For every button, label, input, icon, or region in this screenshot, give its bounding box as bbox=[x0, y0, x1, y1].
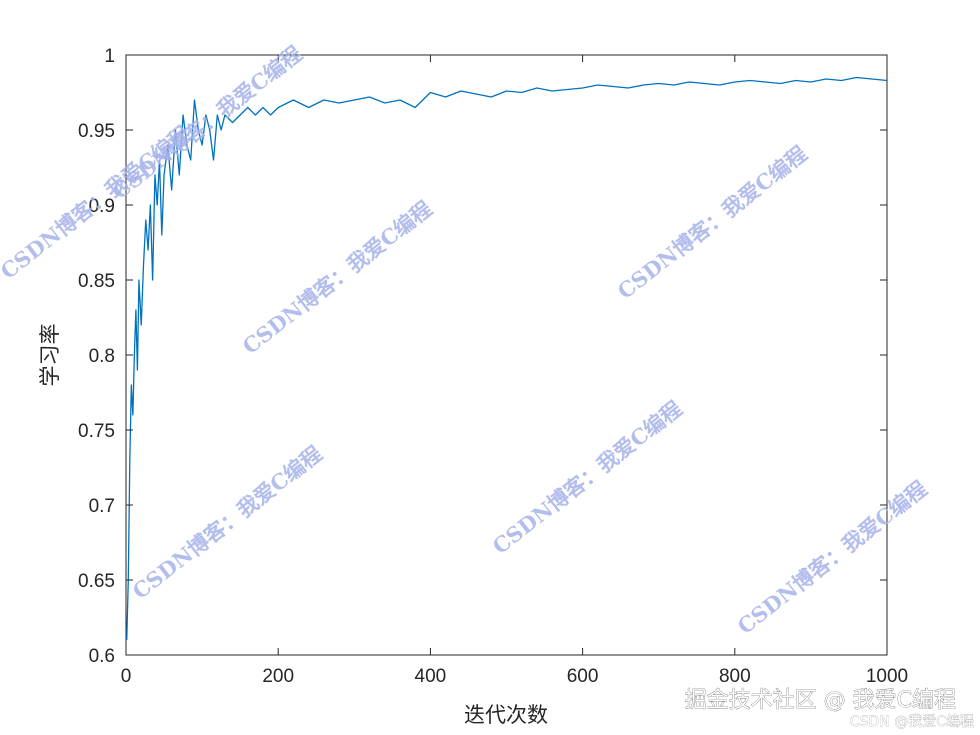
y-tick-label: 1 bbox=[104, 46, 115, 67]
x-tick-label: 800 bbox=[719, 666, 751, 687]
y-tick-label: 0.75 bbox=[78, 421, 115, 442]
y-tick-label: 0.7 bbox=[89, 496, 115, 517]
y-tick-label: 0.8 bbox=[89, 346, 115, 367]
y-tick-label: 0.85 bbox=[78, 271, 115, 292]
y-tick-label: 0.95 bbox=[78, 121, 115, 142]
x-tick-label: 200 bbox=[262, 666, 294, 687]
axis-ticks: 0 200 400 600 800 1000 0.6 0.65 0.7 0.75 0.8 0.85 0.… bbox=[78, 46, 908, 687]
y-tick-label: 0.6 bbox=[89, 646, 115, 667]
x-tick-label: 400 bbox=[415, 666, 447, 687]
footer-sub-watermark: CSDN @我爱C编程 bbox=[850, 714, 974, 730]
x-tick-label: 1000 bbox=[866, 666, 908, 687]
y-axis-title: 学习率 bbox=[38, 324, 62, 387]
footer-watermark: 掘金技术社区 @ 我爱C编程 bbox=[685, 688, 956, 713]
x-tick-label: 600 bbox=[567, 666, 599, 687]
x-axis-title: 迭代次数 bbox=[464, 703, 548, 727]
x-tick-label: 0 bbox=[121, 666, 132, 687]
y-tick-label: 0.9 bbox=[89, 196, 115, 217]
y-tick-label: 0.65 bbox=[78, 571, 115, 592]
series-line bbox=[126, 76, 888, 641]
